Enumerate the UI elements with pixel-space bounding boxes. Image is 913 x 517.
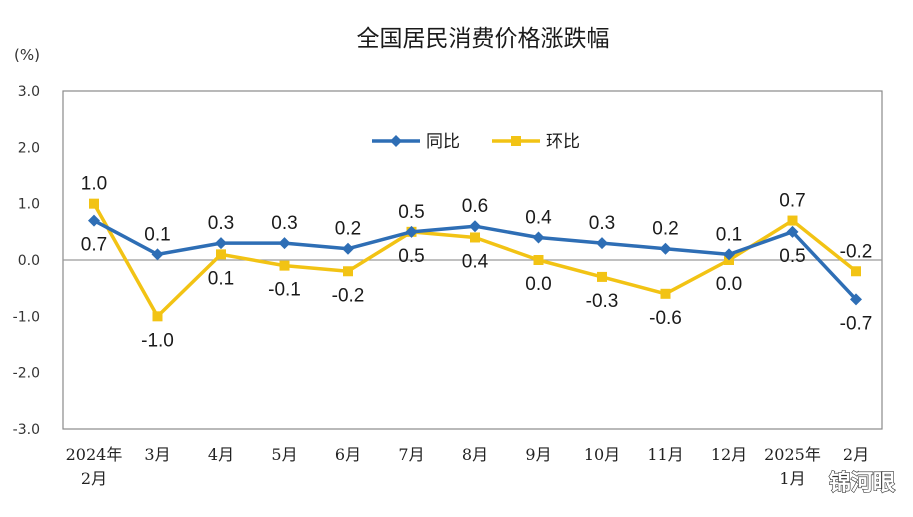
data-label: 0.5 — [398, 202, 424, 223]
x-tick-label: 11月 — [647, 445, 683, 464]
data-point-marker — [342, 242, 354, 255]
data-point-marker — [596, 237, 608, 250]
y-axis-ticks: 3.0 2.0 1.0 0.0 -1.0 -2.0 -3.0 — [13, 84, 40, 438]
data-label: 0.5 — [398, 246, 424, 267]
data-point-marker — [597, 271, 607, 282]
data-label: -0.2 — [332, 285, 365, 306]
data-label: 1.0 — [81, 174, 107, 195]
y-tick-label: 2.0 — [18, 140, 40, 156]
y-tick-label: 3.0 — [18, 84, 40, 100]
y-tick-label: -3.0 — [13, 422, 40, 438]
data-point-marker — [405, 225, 418, 238]
data-labels: 0.7 1.0 0.1 -1.0 0.3 0.1 0.3 -0.1 0.2 -0.2 0.5 0.5 0… — [81, 174, 873, 352]
data-label: 0.1 — [208, 268, 234, 289]
data-point-marker — [215, 237, 227, 250]
y-tick-label: -1.0 — [13, 309, 40, 325]
data-point-marker — [660, 288, 671, 299]
data-point-marker — [216, 249, 226, 260]
data-label: -0.3 — [586, 291, 619, 312]
data-label: 0.5 — [779, 246, 805, 267]
x-tick-label: 10月 — [584, 445, 620, 464]
data-point-marker — [850, 293, 862, 306]
data-label: 0.0 — [525, 274, 551, 295]
data-label: 0.1 — [144, 224, 170, 245]
legend: 同比 环比 — [372, 132, 580, 152]
x-tick-label: 2024年 — [66, 445, 123, 464]
y-axis-unit: (%) — [14, 46, 40, 64]
x-tick-label: 2月 — [81, 469, 107, 488]
legend-label: 同比 — [426, 132, 460, 152]
data-label: 0.1 — [716, 224, 742, 245]
data-label: 0.3 — [589, 213, 615, 234]
data-label: 0.3 — [208, 213, 234, 234]
data-label: 0.4 — [525, 207, 552, 228]
data-point-marker — [533, 255, 544, 265]
chart-title: 全国居民消费价格涨跌幅 — [357, 26, 610, 52]
data-label: -0.7 — [840, 313, 873, 334]
x-tick-label: 9月 — [525, 445, 551, 464]
data-point-marker — [470, 232, 480, 243]
x-tick-label: 1月 — [779, 469, 805, 488]
x-axis-ticks: 2024年 2月 3月 4月 5月 6月 7月 8月 9月 10月 11月 12月 2025年 1月 2月 — [66, 445, 869, 488]
x-tick-label: 12月 — [711, 445, 747, 464]
x-tick-label: 2月 — [843, 445, 869, 464]
series-layer — [88, 198, 862, 322]
y-tick-label: 0.0 — [18, 253, 40, 269]
data-point-marker — [787, 215, 798, 226]
data-label: 0.0 — [716, 274, 742, 295]
x-tick-label: 5月 — [271, 445, 297, 464]
watermark-text: 锦河眼 — [829, 470, 895, 496]
legend-marker — [390, 135, 402, 147]
data-point-marker — [279, 260, 290, 271]
legend-label: 环比 — [546, 132, 580, 152]
data-label: 0.7 — [81, 235, 107, 256]
data-point-marker — [89, 198, 99, 209]
x-tick-label: 7月 — [398, 445, 424, 464]
x-tick-label: 2025年 — [764, 445, 821, 464]
data-label: 0.2 — [335, 219, 361, 240]
data-label: 0.6 — [462, 196, 488, 217]
data-point-marker — [152, 311, 163, 322]
data-label: 0.7 — [779, 191, 805, 212]
y-tick-label: -2.0 — [13, 366, 40, 382]
data-point-marker — [723, 248, 735, 261]
data-label: 0.4 — [462, 251, 489, 272]
data-label: -0.2 — [840, 241, 873, 262]
data-point-marker — [469, 220, 481, 233]
x-tick-label: 4月 — [208, 445, 234, 464]
data-point-marker — [151, 248, 164, 261]
x-tick-label: 8月 — [462, 445, 488, 464]
data-point-marker — [532, 231, 545, 244]
data-point-marker — [88, 214, 100, 227]
data-label: 0.3 — [271, 213, 297, 234]
data-label: 0.2 — [652, 219, 678, 240]
data-point-marker — [278, 237, 291, 250]
data-point-marker — [851, 266, 861, 277]
y-tick-label: 1.0 — [18, 197, 40, 213]
data-point-marker — [659, 242, 672, 255]
data-label: -0.6 — [649, 308, 682, 329]
legend-marker — [511, 136, 521, 146]
x-tick-label: 3月 — [144, 445, 170, 464]
data-point-marker — [343, 266, 353, 277]
x-tick-label: 6月 — [335, 445, 361, 464]
data-label: -0.1 — [268, 280, 301, 301]
data-point-marker — [786, 225, 799, 238]
data-label: -1.0 — [141, 330, 174, 351]
